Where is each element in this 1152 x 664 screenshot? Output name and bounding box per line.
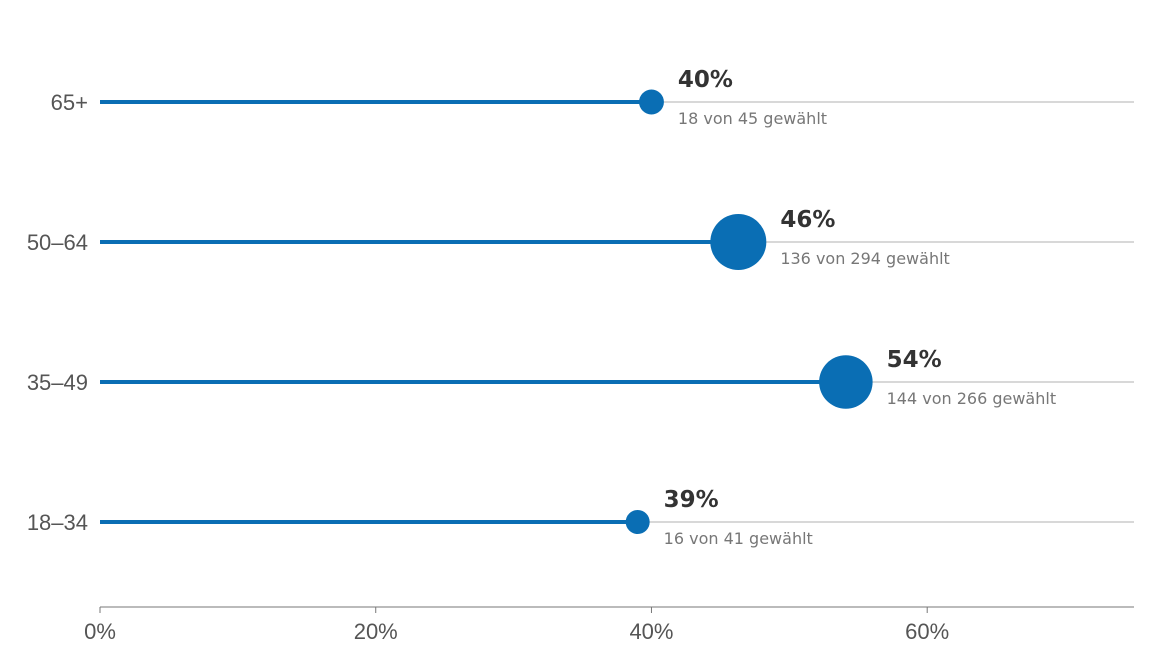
value-label: 39%	[664, 487, 719, 513]
value-label: 40%	[678, 67, 733, 93]
lollipop-dot	[639, 89, 664, 115]
category-label: 18–34	[27, 510, 88, 535]
detail-label: 18 von 45 gewählt	[678, 109, 827, 128]
category-label: 50–64	[27, 230, 88, 255]
category-label: 35–49	[27, 370, 88, 395]
x-tick-label: 0%	[84, 619, 116, 644]
detail-label: 144 von 266 gewählt	[887, 389, 1056, 408]
category-label: 65+	[51, 90, 88, 115]
x-tick-label: 60%	[905, 619, 949, 644]
value-label: 54%	[887, 347, 942, 373]
lollipop-dot	[625, 510, 650, 534]
lollipop-dot	[710, 214, 767, 270]
value-label: 46%	[780, 207, 835, 233]
detail-label: 16 von 41 gewählt	[664, 529, 813, 548]
x-tick-label: 20%	[354, 619, 398, 644]
lollipop-dot	[819, 355, 873, 409]
detail-label: 136 von 294 gewählt	[780, 249, 949, 268]
x-tick-label: 40%	[629, 619, 673, 644]
